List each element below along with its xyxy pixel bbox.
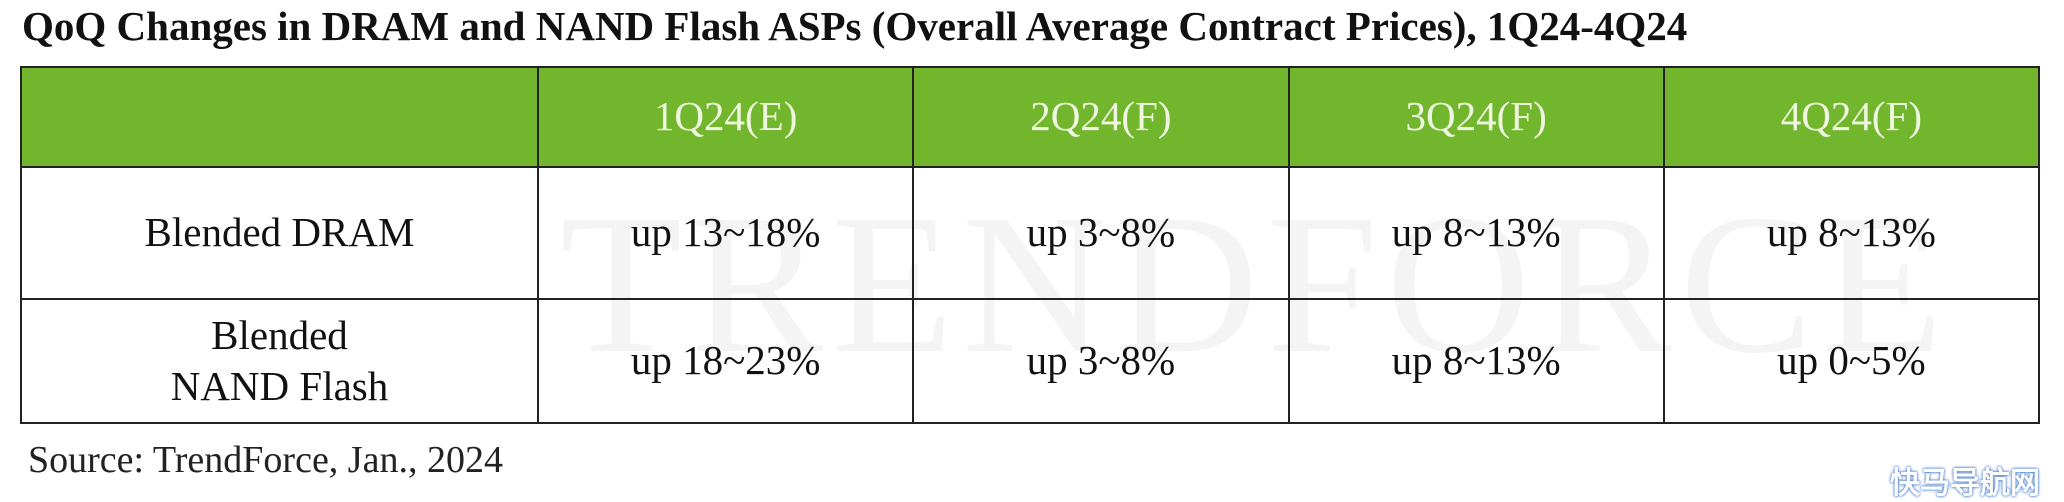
column-header: 2Q24(F)	[912, 66, 1290, 168]
title: QoQ Changes in DRAM and NAND Flash ASPs …	[22, 3, 1688, 49]
table-cell: up 18~23%	[536, 298, 915, 424]
source: Source: TrendForce, Jan., 2024	[28, 439, 503, 481]
row-label: Blended DRAM	[20, 166, 539, 300]
row-label-line: Blended	[211, 311, 348, 358]
table-cell: up 3~8%	[912, 298, 1290, 424]
table-cell: up 13~18%	[536, 166, 915, 300]
column-header: 1Q24(E)	[536, 66, 915, 168]
price-table: 1Q24(E) 2Q24(F) 3Q24(F) 4Q24(F) Blended DRAM…	[20, 66, 2041, 424]
table-row: Blended NAND Flash up 18~23% up 3~8% up 8~13…	[20, 298, 2041, 424]
table-cell: up 0~5%	[1662, 298, 2041, 424]
row-label-line: NAND Flash	[170, 363, 389, 409]
table-cell: up 3~8%	[912, 166, 1290, 300]
column-header: 4Q24(F)	[1662, 66, 2041, 168]
table-cell: up 8~13%	[1287, 298, 1665, 424]
table-row: Blended DRAM up 13~18% up 3~8% up 8~13% up 8…	[20, 166, 2041, 300]
column-header: 3Q24(F)	[1287, 66, 1665, 168]
site-watermark: 快马导航网	[1890, 466, 2040, 501]
table-cell: up 8~13%	[1662, 166, 2041, 300]
header-row: 1Q24(E) 2Q24(F) 3Q24(F) 4Q24(F)	[20, 66, 2041, 168]
table-cell: up 8~13%	[1287, 166, 1665, 300]
row-label-line: Blended DRAM	[144, 209, 415, 256]
corner-cell	[20, 66, 539, 168]
row-label: Blended NAND Flash	[20, 298, 539, 424]
